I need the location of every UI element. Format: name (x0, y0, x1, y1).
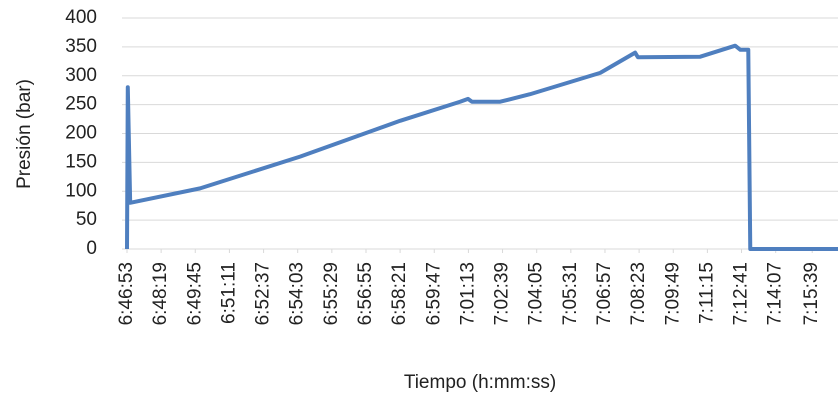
y-tick-label: 100 (65, 180, 97, 201)
x-tick-label: 6:58:21 (389, 262, 410, 325)
y-tick-label: 50 (76, 209, 97, 230)
x-tick-label: 7:12:41 (731, 262, 752, 325)
x-tick-label: 7:06:57 (594, 262, 615, 325)
x-tick-label: 6:55:29 (321, 262, 342, 325)
y-tick-label: 300 (65, 65, 97, 86)
y-tick-label: 150 (65, 151, 97, 172)
x-tick-label: 7:02:39 (492, 262, 513, 325)
x-tick-label: 6:54:03 (287, 262, 308, 325)
x-tick-label: 7:14:07 (765, 262, 786, 325)
x-tick-label: 7:11:15 (696, 262, 717, 324)
y-tick-label: 200 (65, 123, 97, 144)
x-tick-label: 7:04:05 (526, 262, 547, 325)
y-tick-label: 400 (65, 7, 97, 28)
y-tick-label: 350 (65, 36, 97, 57)
x-tick-label: 6:51:11 (218, 262, 239, 324)
y-axis-title: Presión (bar) (14, 79, 35, 189)
x-tick-label: 6:56:55 (355, 262, 376, 325)
x-tick-label: 7:08:23 (628, 262, 649, 325)
x-axis-title: Tiempo (h:mm:ss) (404, 372, 556, 393)
y-tick-label: 0 (86, 238, 97, 259)
data-line (125, 43, 838, 251)
x-tick-label: 7:09:49 (662, 262, 683, 325)
x-tick-label: 7:01:13 (457, 262, 478, 325)
x-tick-label: 7:15:39 (801, 262, 822, 325)
x-tick-label: 6:49:45 (184, 262, 205, 325)
x-tick-label: 6:46:53 (116, 262, 137, 325)
y-tick-label: 250 (65, 94, 97, 115)
x-tick-label: 6:59:47 (423, 262, 444, 325)
x-tick-label: 7:05:31 (560, 262, 581, 325)
x-tick-label: 6:52:37 (253, 262, 274, 325)
x-tick-label: 6:48:19 (150, 262, 171, 325)
